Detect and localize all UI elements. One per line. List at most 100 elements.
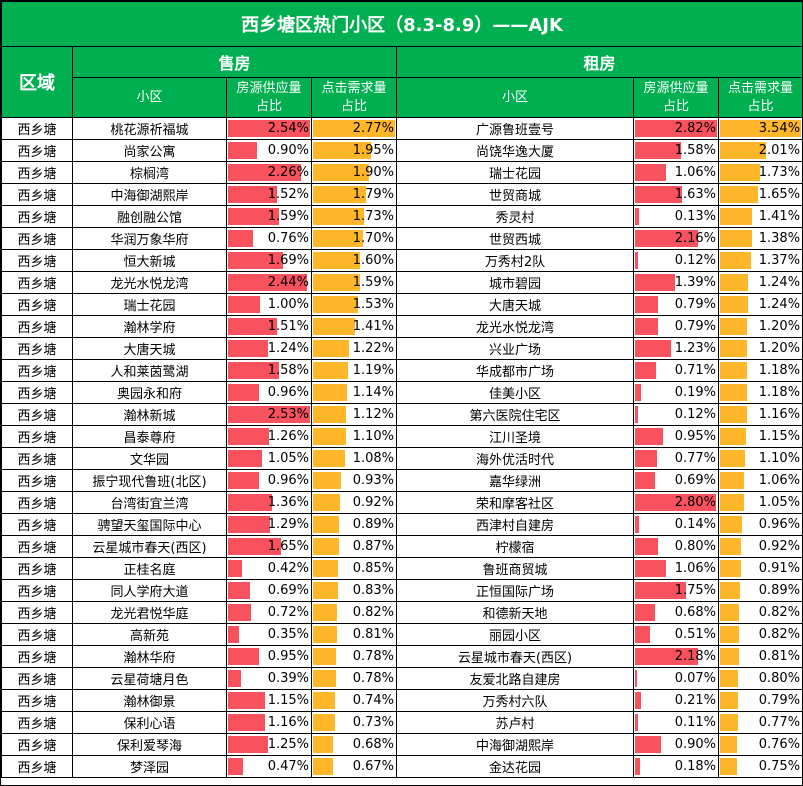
demand-share-value: 0.81% (352, 627, 394, 642)
supply-share-value: 0.69% (267, 583, 309, 598)
sale-supply-cell: 1.59% (226, 205, 312, 228)
demand-share-bar (720, 450, 746, 467)
table-row: 西乡塘 瀚林御景 1.15% 0.74% 万秀村六队 0.21% 0.79% (1, 689, 803, 712)
table-row: 西乡塘 中海御湖熙岸 1.52% 1.79% 世贸商城 1.63% 1.65% (1, 183, 803, 206)
sale-demand-cell: 0.78% (311, 645, 397, 668)
table-row: 西乡塘 保利爱琴海 1.25% 0.68% 中海御湖熙岸 0.90% 0.76% (1, 733, 803, 756)
demand-share-value: 1.08% (352, 451, 394, 466)
sale-community-header: 小区 (72, 77, 227, 118)
supply-share-bar (635, 164, 666, 181)
rent-supply-cell: 0.68% (633, 601, 719, 624)
rent-community-cell: 世贸西城 (396, 227, 634, 250)
supply-share-bar (635, 648, 699, 665)
supply-share-bar (635, 362, 656, 379)
demand-share-bar (720, 230, 752, 247)
region-cell: 西乡塘 (1, 359, 73, 382)
rent-supply-cell: 0.79% (633, 315, 719, 338)
supply-share-bar (228, 230, 253, 247)
sale-supply-cell: 0.96% (226, 381, 312, 404)
supply-share-value: 0.21% (674, 693, 716, 708)
supply-header-line2: 占比 (255, 98, 282, 114)
demand-share-bar (720, 494, 745, 511)
supply-share-value: 0.42% (267, 561, 309, 576)
demand-share-bar (313, 604, 338, 621)
rent-supply-cell: 1.75% (633, 579, 719, 602)
rent-demand-cell: 1.65% (717, 183, 803, 206)
table-row: 西乡塘 棕榈湾 2.26% 1.90% 瑞士花园 1.06% 1.73% (1, 161, 803, 184)
supply-share-bar (635, 186, 683, 203)
supply-share-bar (635, 670, 638, 687)
sale-demand-cell: 1.73% (311, 205, 397, 228)
demand-share-value: 0.93% (352, 473, 394, 488)
sale-demand-cell: 1.14% (311, 381, 397, 404)
rent-demand-cell: 1.24% (717, 293, 803, 316)
rent-demand-cell: 0.89% (717, 579, 803, 602)
sale-demand-cell: 0.74% (311, 689, 397, 712)
table-row: 西乡塘 正桂名庭 0.42% 0.85% 鲁班商贸城 1.06% 0.91% (1, 557, 803, 580)
sale-community-cell: 瀚林学府 (72, 315, 227, 338)
table-row: 西乡塘 瑞士花园 1.00% 1.53% 大唐天城 0.79% 1.24% (1, 293, 803, 316)
table-row: 西乡塘 人和莱茵鹭湖 1.58% 1.19% 华成都市广场 0.71% 1.18% (1, 359, 803, 382)
sale-community-cell: 恒大新城 (72, 249, 227, 272)
rent-supply-cell: 0.14% (633, 513, 719, 536)
supply-share-bar (228, 142, 258, 159)
rent-supply-cell: 2.18% (633, 645, 719, 668)
supply-share-value: 0.71% (674, 363, 716, 378)
supply-share-bar (228, 406, 310, 423)
supply-share-value: 1.52% (267, 187, 309, 202)
rent-supply-cell: 2.16% (633, 227, 719, 250)
demand-share-value: 3.54% (758, 121, 801, 136)
sale-community-cell: 融创融公馆 (72, 205, 227, 228)
rent-supply-cell: 0.95% (633, 425, 719, 448)
sale-demand-cell: 0.89% (311, 513, 397, 536)
rent-demand-cell: 3.54% (717, 117, 803, 140)
supply-share-bar (228, 626, 240, 643)
supply-share-value: 1.59% (267, 209, 309, 224)
demand-share-value: 0.96% (758, 517, 801, 532)
region-cell: 西乡塘 (1, 337, 73, 360)
demand-share-value: 1.79% (352, 187, 394, 202)
region-header: 区域 (1, 46, 73, 118)
rent-supply-cell: 2.80% (633, 491, 719, 514)
rent-community-cell: 瑞士花园 (396, 161, 634, 184)
sale-supply-header: 房源供应量 占比 (226, 77, 312, 118)
rent-demand-cell: 0.77% (717, 711, 803, 734)
demand-share-value: 0.82% (352, 605, 394, 620)
sale-supply-cell: 0.39% (226, 667, 312, 690)
demand-share-value: 1.24% (758, 275, 801, 290)
rent-demand-cell: 1.24% (717, 271, 803, 294)
rent-supply-cell: 0.71% (633, 359, 719, 382)
sale-supply-cell: 0.90% (226, 139, 312, 162)
supply-share-bar (228, 736, 269, 753)
demand-share-value: 1.19% (352, 363, 394, 378)
supply-share-value: 0.69% (674, 473, 716, 488)
rent-demand-cell: 1.41% (717, 205, 803, 228)
demand-share-value: 1.60% (352, 253, 394, 268)
supply-share-bar (228, 318, 277, 335)
sale-demand-cell: 0.93% (311, 469, 397, 492)
supply-share-value: 1.06% (674, 165, 716, 180)
demand-header-line2: 占比 (340, 98, 367, 114)
sale-demand-cell: 1.10% (311, 425, 397, 448)
demand-share-value: 1.14% (352, 385, 394, 400)
supply-share-bar (228, 186, 278, 203)
supply-share-value: 2.18% (674, 649, 716, 664)
demand-share-value: 0.68% (352, 737, 394, 752)
sale-demand-cell: 1.70% (311, 227, 397, 250)
sale-community-cell: 保利心语 (72, 711, 227, 734)
sale-supply-cell: 1.65% (226, 535, 312, 558)
rent-group-header: 租房 (395, 46, 803, 78)
demand-share-value: 1.05% (758, 495, 801, 510)
demand-share-value: 1.12% (352, 407, 394, 422)
demand-share-bar (313, 692, 335, 709)
demand-share-bar (313, 406, 347, 423)
rent-community-cell: 万秀村六队 (396, 689, 634, 712)
rent-supply-cell: 2.82% (633, 117, 719, 140)
sale-demand-cell: 1.12% (311, 403, 397, 426)
sale-demand-cell: 0.68% (311, 733, 397, 756)
rent-supply-cell: 0.12% (633, 403, 719, 426)
demand-share-bar (313, 494, 341, 511)
sale-demand-cell: 0.78% (311, 667, 397, 690)
sale-supply-cell: 1.29% (226, 513, 312, 536)
